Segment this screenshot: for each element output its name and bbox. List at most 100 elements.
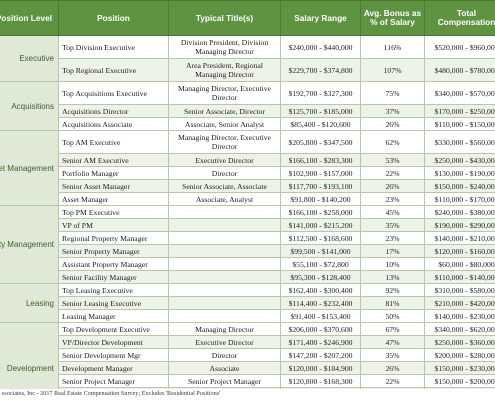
position-cell: Senior Development Mgr bbox=[58, 348, 169, 362]
table-row: Acquisitions Top Acquisitions Executive Ma… bbox=[0, 81, 495, 131]
position-cell: Development Manager bbox=[58, 361, 169, 375]
table-row: Development Top Development Executive Mana… bbox=[0, 322, 495, 400]
table-row: Regional Property Manager $112,500 - $168… bbox=[0, 231, 495, 245]
table-row: Senior Property Manager $99,500 - $141,00… bbox=[0, 244, 495, 258]
table-row: Development Manager Associate $120,000 - $… bbox=[0, 361, 495, 375]
typical-titles-cell: Area President, Regional Managing Direct… bbox=[168, 58, 281, 82]
total-compensation-cell: $110,000 - $170,000 bbox=[424, 192, 495, 206]
total-compensation-cell: $150,000 - $230,000 bbox=[424, 361, 495, 375]
avg-bonus-cell: 13% bbox=[360, 270, 425, 284]
total-compensation-cell: $200,000 - $280,000 bbox=[424, 348, 495, 362]
total-compensation-cell: $250,000 - $430,000 bbox=[424, 153, 495, 167]
typical-titles-cell bbox=[168, 270, 281, 284]
position-cell: Top PM Executive bbox=[58, 205, 169, 219]
total-compensation-cell: $110,000 - $140,000 bbox=[424, 270, 495, 284]
header-position: Position bbox=[58, 0, 169, 36]
header-position-level: Position Level bbox=[0, 0, 59, 36]
position-cell: Acquisitions Associate bbox=[58, 117, 169, 131]
typical-titles-cell bbox=[168, 283, 281, 297]
position-cell: Senior Property Manager bbox=[58, 244, 169, 258]
table-row: VP of PM $141,000 - $215,200 35% $190,000 -… bbox=[0, 218, 495, 232]
position-cell: Top AM Executive bbox=[58, 130, 169, 154]
avg-bonus-cell: 45% bbox=[360, 205, 425, 219]
table-row: Senior Project Manager Senior Project Man… bbox=[0, 374, 495, 388]
typical-titles-cell: Senior Associate, Director bbox=[168, 104, 281, 118]
typical-titles-cell: Associate, Analyst bbox=[168, 192, 281, 206]
table-row: Leasing Top Leasing Executive $162,400 - $… bbox=[0, 283, 495, 323]
position-level-cell: Development bbox=[0, 322, 59, 400]
position-cell: Senior Project Manager bbox=[58, 374, 169, 388]
salary-range-cell: $192,700 - $327,300 bbox=[280, 81, 361, 105]
position-cell: Top Regional Executive bbox=[58, 58, 169, 82]
position-cell: Senior Facility Manager bbox=[58, 270, 169, 284]
position-cell: Senior Asset Manager bbox=[58, 179, 169, 193]
header-salary-range: Salary Range bbox=[280, 0, 361, 36]
position-cell: Portfolio Manager bbox=[58, 166, 169, 180]
total-compensation-cell: $340,000 - $570,000 bbox=[424, 81, 495, 105]
avg-bonus-cell: 92% bbox=[360, 283, 425, 297]
typical-titles-cell: Director bbox=[168, 348, 281, 362]
avg-bonus-cell: 26% bbox=[360, 361, 425, 375]
avg-bonus-cell: 23% bbox=[360, 231, 425, 245]
avg-bonus-cell: 50% bbox=[360, 309, 425, 323]
salary-range-cell: $99,500 - $141,000 bbox=[280, 244, 361, 258]
avg-bonus-cell: 81% bbox=[360, 296, 425, 310]
typical-titles-cell bbox=[168, 296, 281, 310]
salary-range-cell: $171,400 - $246,900 bbox=[280, 335, 361, 349]
typical-titles-cell bbox=[168, 231, 281, 245]
header-row: Position Level Position Typical Title(s)… bbox=[0, 0, 495, 36]
total-compensation-cell: $520,000 - $960,000 bbox=[424, 35, 495, 59]
total-compensation-cell: $150,000 - $200,000 bbox=[424, 374, 495, 388]
typical-titles-cell: Executive Director bbox=[168, 153, 281, 167]
header-typical-titles: Typical Title(s) bbox=[168, 0, 281, 36]
header-avg-bonus: Avg. Bonus as % of Salary bbox=[360, 0, 425, 36]
position-cell: Leasing Manager bbox=[58, 309, 169, 323]
typical-titles-cell: Senior Associate, Associate bbox=[168, 179, 281, 193]
position-level-cell: Leasing bbox=[0, 283, 59, 323]
table-row: Leasing Manager $91,400 - $153,400 50% $140… bbox=[0, 309, 495, 323]
position-level-cell: Executive bbox=[0, 35, 59, 82]
total-compensation-cell: $150,000 - $240,000 bbox=[424, 179, 495, 193]
typical-titles-cell: Division President, Division Managing Di… bbox=[168, 35, 281, 59]
position-cell: Top Acquisitions Executive bbox=[58, 81, 169, 105]
salary-range-cell: $55,100 - $72,800 bbox=[280, 257, 361, 271]
total-compensation-cell: $250,000 - $360,000 bbox=[424, 335, 495, 349]
header-total-compensation: Total Compensation bbox=[424, 0, 495, 36]
avg-bonus-cell: 35% bbox=[360, 348, 425, 362]
typical-titles-cell: Managing Director, Executive Director bbox=[168, 130, 281, 154]
salary-range-cell: $206,000 - $370,600 bbox=[280, 322, 361, 336]
salary-range-cell: $95,300 - $128,400 bbox=[280, 270, 361, 284]
salary-range-cell: $114,400 - $232,400 bbox=[280, 296, 361, 310]
typical-titles-cell: Associate bbox=[168, 361, 281, 375]
table-row: Executive Top Division Executive Division … bbox=[0, 35, 495, 82]
table-row: Senior AM Executive Executive Director $16… bbox=[0, 153, 495, 167]
salary-range-cell: $166,100 - $283,300 bbox=[280, 153, 361, 167]
position-cell: Senior Leasing Executive bbox=[58, 296, 169, 310]
table-row: Asset Manager Associate, Analyst $91,800 -… bbox=[0, 192, 495, 206]
total-compensation-cell: $190,000 - $290,000 bbox=[424, 218, 495, 232]
position-cell: VP of PM bbox=[58, 218, 169, 232]
typical-titles-cell: Associate, Senior Analyst bbox=[168, 117, 281, 131]
table-row: Senior Development Mgr Director $147,200 -… bbox=[0, 348, 495, 362]
typical-titles-cell bbox=[168, 244, 281, 258]
avg-bonus-cell: 116% bbox=[360, 35, 425, 59]
typical-titles-cell: Managing Director, Executive Director bbox=[168, 81, 281, 105]
position-cell: Senior AM Executive bbox=[58, 153, 169, 167]
source-footnote: ssociates, Inc - 2017 Real Estate Compen… bbox=[0, 389, 495, 400]
total-compensation-cell: $130,000 - $190,000 bbox=[424, 166, 495, 180]
salary-range-cell: $85,400 - $120,600 bbox=[280, 117, 361, 131]
salary-range-cell: $117,700 - $193,100 bbox=[280, 179, 361, 193]
avg-bonus-cell: 17% bbox=[360, 244, 425, 258]
table-row: VP/Director Development Executive Directo… bbox=[0, 335, 495, 349]
table-row: Portfolio Manager Director $102,900 - $157… bbox=[0, 166, 495, 180]
salary-range-cell: $162,400 - $300,400 bbox=[280, 283, 361, 297]
position-cell: Asset Manager bbox=[58, 192, 169, 206]
total-compensation-cell: $170,000 - $250,000 bbox=[424, 104, 495, 118]
typical-titles-cell: Senior Project Manager bbox=[168, 374, 281, 388]
table-row: Top Regional Executive Area President, Re… bbox=[0, 58, 495, 82]
total-compensation-cell: $240,000 - $380,000 bbox=[424, 205, 495, 219]
salary-range-cell: $229,700 - $374,800 bbox=[280, 58, 361, 82]
typical-titles-cell bbox=[168, 257, 281, 271]
